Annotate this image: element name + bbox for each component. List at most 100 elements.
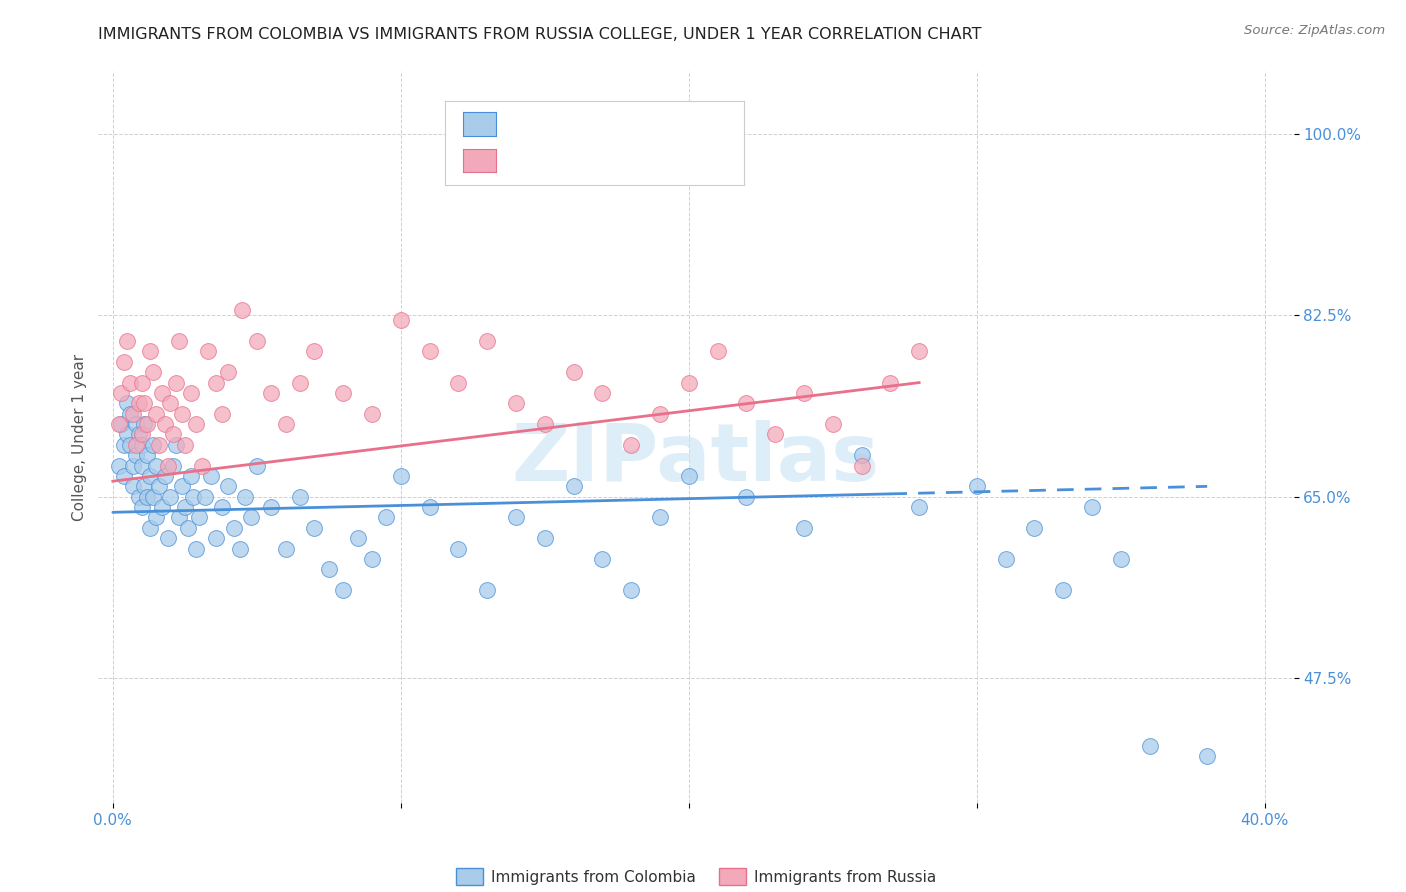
Point bbox=[112, 469, 135, 483]
Point bbox=[180, 386, 202, 401]
Point bbox=[128, 427, 150, 442]
Point bbox=[678, 376, 700, 390]
Point bbox=[706, 344, 728, 359]
Point bbox=[170, 479, 193, 493]
Point bbox=[288, 490, 311, 504]
Text: ZIPatlas: ZIPatlas bbox=[512, 420, 880, 498]
Point bbox=[183, 490, 205, 504]
Text: R = 0.039   N = 84: R = 0.039 N = 84 bbox=[510, 115, 681, 133]
Point bbox=[533, 417, 555, 431]
Point bbox=[447, 541, 470, 556]
Point bbox=[591, 386, 613, 401]
Point bbox=[145, 407, 167, 421]
Point bbox=[167, 510, 190, 524]
Point bbox=[678, 469, 700, 483]
Point bbox=[477, 583, 499, 598]
Point bbox=[148, 479, 170, 493]
Point bbox=[851, 458, 873, 473]
Point bbox=[131, 438, 153, 452]
Point bbox=[120, 376, 142, 390]
Point bbox=[131, 458, 153, 473]
Text: Source: ZipAtlas.com: Source: ZipAtlas.com bbox=[1244, 24, 1385, 37]
Point bbox=[304, 344, 326, 359]
Point bbox=[159, 490, 181, 504]
Point bbox=[274, 541, 297, 556]
Point bbox=[142, 490, 165, 504]
Point bbox=[1024, 521, 1046, 535]
Point bbox=[153, 417, 176, 431]
Point bbox=[186, 541, 208, 556]
Point bbox=[139, 344, 162, 359]
Point bbox=[162, 458, 184, 473]
Point bbox=[125, 438, 148, 452]
Point bbox=[110, 386, 132, 401]
Point bbox=[1197, 749, 1219, 764]
Point bbox=[332, 386, 354, 401]
Point bbox=[260, 386, 283, 401]
Point bbox=[477, 334, 499, 348]
Point bbox=[150, 500, 173, 515]
Point bbox=[131, 427, 153, 442]
Point bbox=[793, 521, 815, 535]
Point bbox=[167, 334, 190, 348]
Point bbox=[156, 458, 179, 473]
Point bbox=[115, 396, 138, 410]
Point bbox=[793, 386, 815, 401]
Point bbox=[222, 521, 245, 535]
Point bbox=[994, 552, 1017, 566]
Point bbox=[361, 407, 384, 421]
Point bbox=[304, 521, 326, 535]
Point bbox=[1081, 500, 1104, 515]
Point bbox=[1109, 552, 1132, 566]
Point bbox=[156, 531, 179, 545]
Point bbox=[125, 417, 148, 431]
Point bbox=[231, 303, 253, 318]
Point bbox=[211, 407, 233, 421]
Point bbox=[128, 396, 150, 410]
Point bbox=[122, 458, 145, 473]
Point bbox=[217, 365, 239, 379]
Point bbox=[197, 344, 219, 359]
Point bbox=[128, 490, 150, 504]
Point bbox=[125, 448, 148, 462]
Point bbox=[389, 313, 412, 327]
Point bbox=[620, 583, 643, 598]
Point bbox=[648, 510, 671, 524]
Point bbox=[145, 458, 167, 473]
Point bbox=[260, 500, 283, 515]
Point bbox=[648, 407, 671, 421]
Point bbox=[419, 500, 441, 515]
Point bbox=[332, 583, 354, 598]
Point bbox=[107, 458, 129, 473]
Text: IMMIGRANTS FROM COLOMBIA VS IMMIGRANTS FROM RUSSIA COLLEGE, UNDER 1 YEAR CORRELA: IMMIGRANTS FROM COLOMBIA VS IMMIGRANTS F… bbox=[98, 27, 981, 42]
Point bbox=[763, 427, 786, 442]
Point bbox=[735, 490, 758, 504]
Point bbox=[505, 396, 527, 410]
Point bbox=[194, 490, 217, 504]
Point bbox=[150, 386, 173, 401]
Point bbox=[159, 396, 181, 410]
Point bbox=[562, 479, 585, 493]
Point bbox=[735, 396, 758, 410]
Point bbox=[139, 469, 162, 483]
Point bbox=[153, 469, 176, 483]
Point bbox=[908, 344, 931, 359]
Point bbox=[821, 417, 844, 431]
Point bbox=[217, 479, 239, 493]
Point bbox=[120, 407, 142, 421]
Point bbox=[966, 479, 988, 493]
Point bbox=[389, 469, 412, 483]
Point bbox=[136, 417, 159, 431]
Point bbox=[361, 552, 384, 566]
Point bbox=[908, 500, 931, 515]
Point bbox=[162, 427, 184, 442]
Point bbox=[233, 490, 256, 504]
Point bbox=[318, 562, 340, 576]
Point bbox=[142, 438, 165, 452]
Point bbox=[228, 541, 250, 556]
Point bbox=[505, 510, 527, 524]
Point bbox=[205, 531, 228, 545]
Point bbox=[122, 479, 145, 493]
Point bbox=[205, 376, 228, 390]
Point bbox=[447, 376, 470, 390]
